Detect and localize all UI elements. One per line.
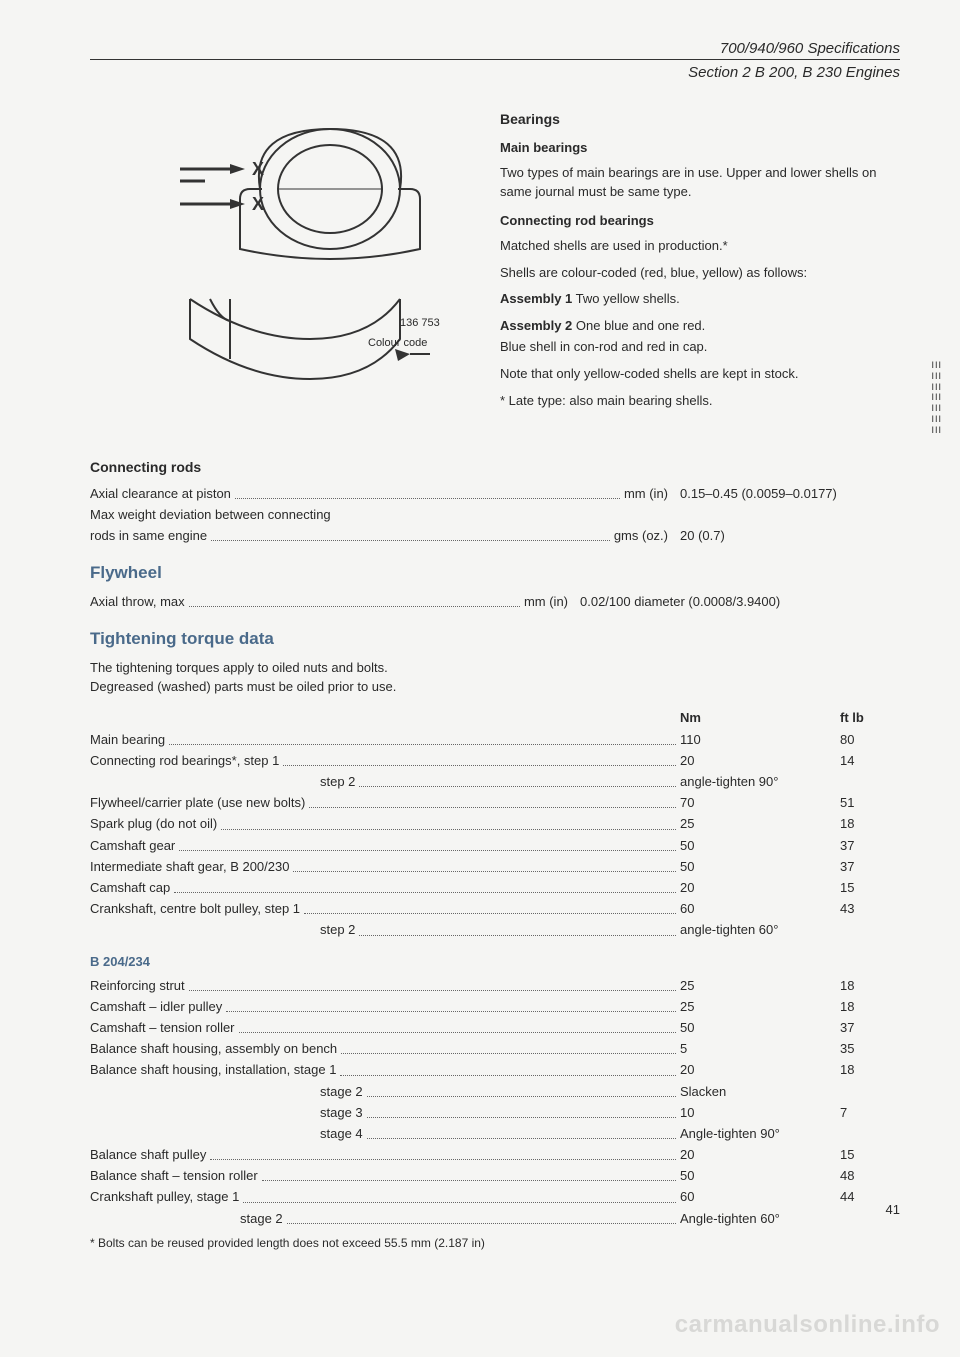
torque-row: Camshaft – tension roller5037 [90,1019,900,1037]
conrod-bearings-heading: Connecting rod bearings [500,212,900,231]
x-label-2: X [252,194,264,214]
bearings-text: Bearings Main bearings Two types of main… [500,109,900,419]
col-nm: Nm [680,710,840,725]
conrod-text-2: Shells are colour-coded (red, blue, yell… [500,264,900,283]
torque-row: Balance shaft housing, assembly on bench… [90,1040,900,1058]
torque-row: Connecting rod bearings*, step 12014 [90,752,900,770]
torque-row: step 2angle-tighten 60° [90,921,900,939]
watermark: carmanualsonline.info [675,1311,940,1339]
spec-row: Axial clearance at pistonmm (in)0.15–0.4… [90,485,900,503]
torque-row: Balance shaft – tension roller5048 [90,1167,900,1185]
torque-row: Intermediate shaft gear, B 200/2305037 [90,858,900,876]
colour-code-label: Colour code [368,337,427,349]
torque-row: Balance shaft pulley2015 [90,1146,900,1164]
spec-row: Axial throw, maxmm (in)0.02/100 diameter… [90,593,900,611]
torque-row: stage 2Angle-tighten 60° [90,1210,900,1228]
torque-row: stage 4Angle-tighten 90° [90,1125,900,1143]
bearings-note-2: * Late type: also main bearing shells. [500,392,900,411]
torque-row: stage 3107 [90,1104,900,1122]
torque-heading: Tightening torque data [90,629,900,649]
assembly-2: Assembly 2 One blue and one red. [500,317,900,336]
b204-table: Reinforcing strut2518 Camshaft – idler pu… [90,977,900,1228]
torque-row: Spark plug (do not oil)2518 [90,815,900,833]
torque-footnote: * Bolts can be reused provided length do… [90,1236,900,1250]
torque-note: The tightening torques apply to oiled nu… [90,659,900,695]
conrod-text-1: Matched shells are used in production.* [500,237,900,256]
page-header-section: Section 2 B 200, B 230 Engines [90,64,900,81]
bearings-heading: Bearings [500,109,900,129]
torque-row: Camshaft cap2015 [90,879,900,897]
torque-row: Camshaft gear5037 [90,837,900,855]
torque-row: Camshaft – idler pulley2518 [90,998,900,1016]
diagram-column: X X 136 753 Colour code [90,109,470,419]
assembly-2-extra: Blue shell in con-rod and red in cap. [500,338,900,357]
b204-heading: B 204/234 [90,954,900,969]
page-number: 41 [886,1202,900,1217]
torque-table-header: Nm ft lb [90,710,900,725]
main-bearings-text: Two types of main bearings are in use. U… [500,164,900,202]
torque-row: Flywheel/carrier plate (use new bolts)70… [90,794,900,812]
page-content: 700/940/960 Specifications Section 2 B 2… [0,0,960,1290]
torque-row: step 2angle-tighten 90° [90,773,900,791]
bearing-diagram: X X 136 753 Colour code [90,109,470,409]
torque-row: Main bearing11080 [90,731,900,749]
torque-table: Main bearing11080 Connecting rod bearings… [90,731,900,940]
perforation-marks: IIIIIIIIIIIIIIIIIIIII [931,360,942,436]
bearings-note-1: Note that only yellow-coded shells are k… [500,365,900,384]
torque-row: Balance shaft housing, installation, sta… [90,1061,900,1079]
spec-row: Max weight deviation between connecting [90,506,900,524]
assembly-1: Assembly 1 Two yellow shells. [500,290,900,309]
torque-row: Crankshaft pulley, stage 16044 [90,1188,900,1206]
page-header-title: 700/940/960 Specifications [90,40,900,60]
top-section: X X 136 753 Colour code [90,109,900,419]
flywheel-heading: Flywheel [90,563,900,583]
figure-number: 136 753 [400,317,440,329]
flywheel-table: Axial throw, maxmm (in)0.02/100 diameter… [90,593,900,611]
col-ft: ft lb [840,710,900,725]
connecting-rods-heading: Connecting rods [90,459,900,475]
x-label-1: X [252,159,264,179]
torque-row: Crankshaft, centre bolt pulley, step 160… [90,900,900,918]
torque-row: Reinforcing strut2518 [90,977,900,995]
spec-row: rods in same enginegms (oz.)20 (0.7) [90,527,900,545]
main-bearings-heading: Main bearings [500,139,900,158]
connecting-rods-table: Axial clearance at pistonmm (in)0.15–0.4… [90,485,900,546]
torque-row: stage 2Slacken [90,1083,900,1101]
